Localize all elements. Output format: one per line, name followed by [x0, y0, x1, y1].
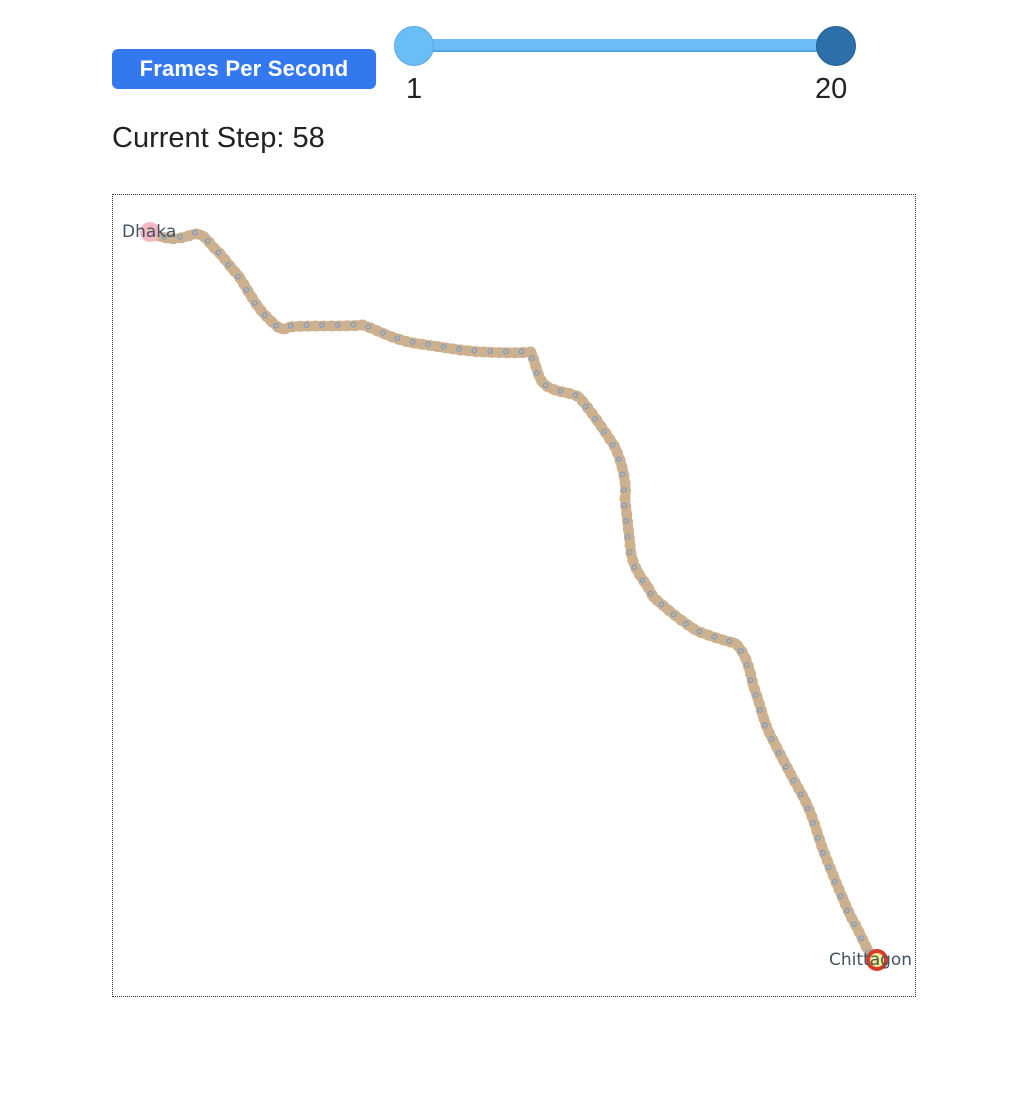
route-sample-highlight [365, 323, 372, 330]
route-sample-highlight [621, 487, 627, 493]
route-sample-highlight [619, 471, 626, 478]
route-sample-highlight [235, 273, 242, 280]
slider-min-label: 1 [406, 73, 423, 105]
route-sample-highlight [379, 329, 386, 336]
slider-min-handle[interactable] [394, 26, 434, 66]
route-sample-highlight [790, 777, 797, 784]
route-sample-highlight [273, 322, 279, 329]
route-sample-highlight [726, 638, 733, 644]
route-sample-highlight [844, 907, 850, 914]
route-sample-highlight [192, 230, 198, 236]
route-sample-highlight [623, 518, 629, 524]
route-sample-highlight [615, 456, 622, 463]
route-sample-highlight [394, 335, 401, 342]
route-sample-highlight [752, 692, 759, 698]
route-sample-highlight [696, 628, 703, 635]
fps-range-slider[interactable]: 1 20 [394, 22, 856, 105]
route-sample-point [478, 346, 490, 358]
route-sample-point [310, 320, 322, 332]
route-sample-highlight [225, 261, 232, 268]
route-sample-highlight [287, 322, 294, 329]
route-sample-highlight [177, 233, 183, 240]
route-sample-highlight [683, 620, 689, 627]
current-step-text: Current Step: 58 [112, 122, 325, 154]
route-sample-highlight [851, 921, 858, 928]
route-sample-highlight [471, 347, 478, 354]
route-sample-highlight [572, 392, 579, 398]
route-sample-points [145, 227, 881, 965]
start-city-marker [140, 222, 160, 242]
route-sample-highlight [161, 234, 168, 240]
route-sample-highlight [487, 348, 494, 355]
route-map-svg: Dhaka Chittagon [122, 222, 912, 971]
route-sample-highlight [797, 791, 804, 798]
route-sample-highlight [425, 341, 431, 348]
route-sample-point [325, 320, 337, 332]
route-sample-highlight [804, 805, 811, 812]
route-sample-highlight [243, 287, 250, 293]
route-sample-highlight [757, 707, 763, 713]
route-sample-point [341, 320, 353, 332]
route-sample-highlight [737, 647, 744, 654]
route-sample-highlight [204, 238, 211, 244]
route-sample-highlight [529, 355, 535, 361]
route-sample-highlight [858, 935, 864, 942]
route-sample-point [294, 320, 306, 332]
route-sample-highlight [825, 864, 832, 871]
route-sample-highlight [533, 370, 540, 376]
route-sample-highlight [583, 403, 589, 410]
route-sample-highlight [334, 322, 341, 328]
route-sample-highlight [350, 321, 357, 328]
route-sample-highlight [744, 662, 750, 668]
route-sample-highlight [670, 611, 677, 618]
route-map-canvas: Dhaka Chittagon [112, 194, 916, 997]
route-sample-highlight [319, 322, 325, 328]
route-sample-highlight [409, 339, 416, 345]
route-sample-highlight [814, 835, 821, 841]
route-sample-highlight [775, 750, 782, 756]
route-sample-highlight [711, 633, 718, 640]
route-sample-highlight [456, 346, 462, 352]
route-sample-highlight [592, 415, 599, 422]
route-sample-highlight [251, 300, 258, 306]
route-sample-highlight [782, 763, 789, 770]
route-sample-highlight [609, 441, 616, 448]
slider-max-label: 20 [815, 73, 848, 105]
route-sample-highlight [261, 312, 268, 319]
route-sample-highlight [631, 564, 638, 570]
route-sample-highlight [658, 601, 665, 608]
end-city-label: Chittagon [829, 950, 912, 970]
route-sample-highlight [303, 322, 310, 328]
route-sample-highlight [820, 849, 826, 856]
route-sample-highlight [639, 577, 646, 584]
route-sample-highlight [518, 348, 525, 355]
route-sample-highlight [502, 348, 509, 355]
route-sample-highlight [747, 677, 754, 684]
route-sample-highlight [542, 382, 549, 389]
route-sample-highlight [647, 590, 654, 597]
route-sample-highlight [621, 502, 628, 509]
slider-track[interactable] [414, 39, 834, 52]
end-city-marker [866, 949, 888, 971]
route-sample-point [619, 477, 631, 489]
route-sample-highlight [601, 428, 607, 435]
route-sample-highlight [557, 387, 564, 394]
slider-max-handle[interactable] [816, 26, 856, 66]
route-sample-point [494, 347, 505, 359]
route-sample-point [509, 347, 521, 359]
start-city-label: Dhaka [122, 222, 176, 242]
route-sample-highlight [761, 722, 768, 728]
route-sample-highlight [837, 893, 844, 899]
route-sample-highlight [215, 249, 222, 256]
route-sample-highlight [810, 820, 816, 826]
route-path [146, 228, 880, 964]
route-sample-highlight [831, 878, 838, 885]
fps-label-badge: Frames Per Second [112, 49, 376, 89]
route-sample-highlight [440, 343, 447, 350]
route-sample-highlight [768, 736, 775, 742]
route-sample-highlight [624, 533, 631, 540]
route-sample-highlight [626, 549, 633, 555]
